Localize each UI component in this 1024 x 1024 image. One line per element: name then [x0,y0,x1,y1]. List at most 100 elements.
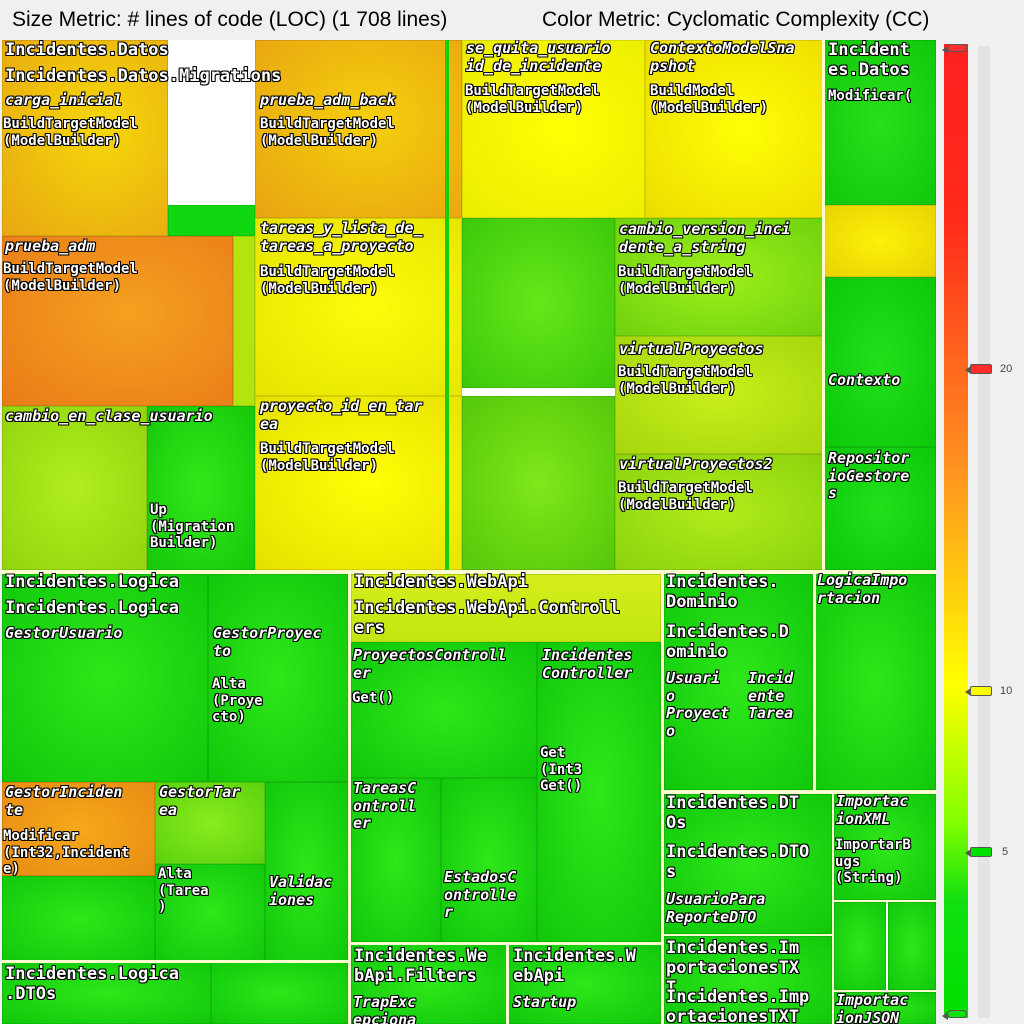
scale-marker-10[interactable] [965,686,992,696]
cell-prueba-adm[interactable] [2,236,233,406]
cell-importacion-json[interactable] [834,992,936,1024]
label-repositorio: Repositor ioGestore s [828,449,910,503]
label-modificar-incidente: Modificar (Int32,Incident e) [3,828,130,878]
cell-logica-dtos-2[interactable] [211,962,348,1024]
label-build-model: BuildModel (ModelBuilder) [650,83,769,116]
cell-gestor-usuario[interactable] [2,574,208,782]
label-tarea-dom: Tarea [748,704,794,722]
color-scale-track[interactable] [978,46,990,1018]
cell-logica-lower-green[interactable] [2,876,155,962]
label-logica-importacion: LogicaImpo rtacion [817,571,908,607]
cell-estados-controller[interactable] [441,778,537,942]
label-virtual-proyectos: virtualProyectos [619,340,764,358]
cell-proyectos-controller[interactable] [351,642,537,778]
label-estados-controller: EstadosC ontrolle r [444,868,517,922]
label-dto: Incidentes.DT Os [666,793,800,834]
cell-virtual-proyectos[interactable] [615,336,824,454]
scale-marker-5[interactable] [965,847,992,857]
cell-datos-small-yg[interactable] [233,236,255,406]
label-virtual-proyectos2: virtualProyectos2 [619,455,773,473]
cell-gestor-proyecto[interactable] [208,574,348,782]
cell-contexto[interactable] [824,277,936,447]
label-btm-9: BuildTargetModel (ModelBuilder) [618,480,753,513]
label-alta-proyecto: Alta (Proye cto) [212,676,263,726]
cell-green-mid-1[interactable] [462,218,615,388]
label-importacion-json: Importac ionJSON [836,991,909,1024]
separator [664,790,936,794]
cell-alta-tarea[interactable] [155,864,265,962]
cell-importacion-xml[interactable] [834,794,936,900]
scale-tick-20: 20 [1000,363,1013,375]
label-dominio: Incidentes. Dominio [666,572,779,613]
scale-marker-20[interactable] [965,364,992,374]
scale-tick-10: 10 [1000,685,1013,697]
separator [664,934,832,936]
cell-carga-inicial[interactable] [2,40,168,236]
cell-importaciones-txt[interactable] [664,936,832,1024]
separator [445,40,449,570]
cell-cambio-version[interactable] [615,218,824,336]
label-importar-bugs: ImportarB ugs (String) [835,837,911,887]
cell-tareas-y-lista[interactable] [255,218,462,396]
separator [2,570,936,574]
label-btm-4: BuildTargetModel (ModelBuilder) [3,261,138,294]
cell-se-quita-usuario[interactable] [462,40,645,218]
separator [834,990,936,992]
label-modificar: Modificar( [828,88,913,104]
label-usuario-reporte: UsuarioPara ReporteDTO [666,890,766,926]
cell-incidentes-controller[interactable] [537,642,661,942]
label-gestor-incidente: GestorInciden te [5,783,123,819]
cell-dominio[interactable] [664,574,813,790]
label-logica-inner: Incidentes.Logica [5,598,179,618]
label-btm-1: BuildTargetModel (ModelBuilder) [3,116,138,149]
label-importaciones-txt: Incidentes.Im portacionesTX T [666,938,800,999]
cell-prueba-adm-back[interactable] [255,40,462,218]
cell-gestor-incidente[interactable] [2,782,155,876]
cell-contexto-snapshot[interactable] [645,40,824,218]
cell-gestor-tarea[interactable] [155,782,265,864]
label-prueba-adm: prueba_adm [5,237,96,255]
treemap[interactable]: Incidentes.Datos Incidentes.Datos.Migrat… [2,40,936,1024]
label-webapi: Incidentes.WebApi [354,572,528,592]
separator [822,40,825,570]
cell-datos-right-top[interactable] [824,40,936,205]
label-contexto-snapshot: ContextoModelSna pshot [650,40,795,75]
label-tareas-controller: TareasC ontroll er [353,779,417,833]
scale-max-handle[interactable] [942,44,967,54]
label-usuario: Usuari o [666,669,721,705]
cell-datos-small-green[interactable] [168,205,255,236]
label-btm-8: BuildTargetModel (ModelBuilder) [260,441,395,474]
label-importaciones-txt2: Incidentes.Imp ortacionesTXT [666,987,810,1024]
label-get-int: Get (Int3 Get() [540,745,583,795]
label-btm-3: BuildTargetModel (ModelBuilder) [465,83,600,116]
separator [506,942,509,1024]
label-webapi-filters: Incidentes.We bApi.Filters [354,946,488,987]
label-webapi2: Incidentes.W ebApi [513,946,636,987]
cell-importacion-small-2[interactable] [888,902,936,990]
label-alta-tarea: Alta (Tarea ) [158,866,209,916]
cell-webapi-controllers-header[interactable] [351,574,661,642]
label-proyecto-dom: Proyect o [666,704,730,740]
cell-validaciones[interactable] [265,782,348,962]
label-se-quita: se_quita_usuario id_de_incidente [466,40,611,75]
cell-green-mid-2[interactable] [462,396,615,570]
label-datos: Incidentes.Datos [5,40,169,60]
cell-logica-dtos[interactable] [2,962,211,1024]
cell-cambio-en-clase[interactable] [2,406,147,570]
separator [832,794,834,1024]
cell-tareas-controller[interactable] [351,778,441,942]
label-importacion-xml: Importac ionXML [836,792,909,828]
color-metric-label: Color Metric: Cyclomatic Complexity (CC) [542,8,930,31]
label-logica-dtos: Incidentes.Logica .DTOs [5,964,179,1005]
scale-min-handle[interactable] [942,1010,967,1020]
cell-proyecto-id[interactable] [255,396,462,570]
cell-importacion-small-1[interactable] [834,902,886,990]
cell-dtos[interactable] [664,794,832,934]
label-logica: Incidentes.Logica [5,572,179,592]
label-btm-2: BuildTargetModel (ModelBuilder) [260,116,395,149]
cell-up-migration[interactable] [147,406,255,570]
label-dto-inner: Incidentes.DTO s [666,842,810,883]
label-btm-5: BuildTargetModel (ModelBuilder) [260,264,395,297]
cell-datos-right-yellow[interactable] [824,205,936,277]
label-datos-migrations: Incidentes.Datos.Migrations [5,66,282,86]
